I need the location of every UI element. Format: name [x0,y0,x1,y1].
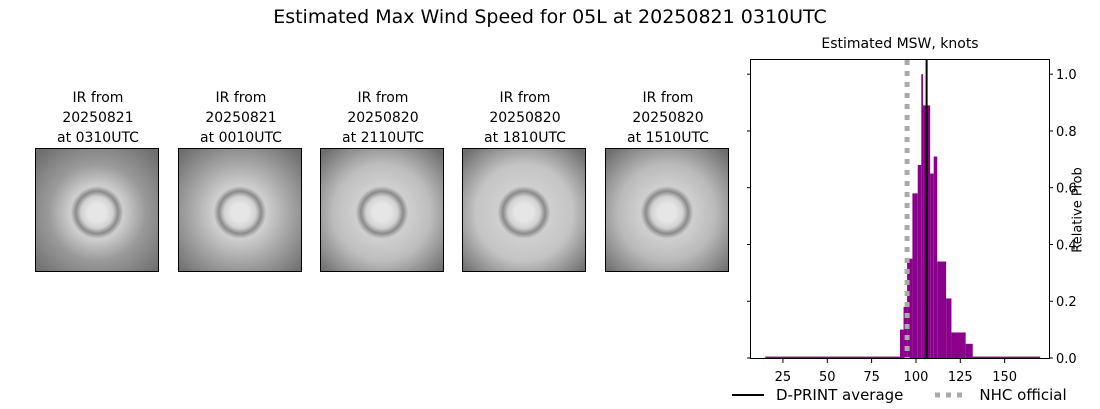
histogram-bar [921,74,924,358]
x-tick-label: 150 [992,370,1017,385]
x-tick-label: 25 [775,370,792,385]
y-axis-label: Relative Prob [1070,167,1086,253]
x-tick-label: 50 [819,370,836,385]
y-tick-label: 0.0 [1056,352,1077,367]
x-tick-label: 125 [948,370,973,385]
ir-panel-label: IR from 20250820 at 1810UTC [484,90,566,146]
chart-title: Estimated MSW, knots [821,36,979,52]
ir-satellite-image [178,148,302,272]
legend-item-dprint: D-PRINT average [730,386,903,404]
legend: D-PRINT average NHC official [730,386,1097,404]
ir-panel: IR from 20250820 at 1510UTC [605,88,731,272]
x-tick-label: 75 [863,370,880,385]
ir-panel: IR from 20250821 at 0310UTC [35,88,161,272]
ir-panel-label: IR from 20250820 at 1510UTC [627,90,709,146]
histogram-bar [933,156,938,358]
ir-panel: IR from 20250821 at 0010UTC [178,88,304,272]
ir-panel-label: IR from 20250821 at 0310UTC [57,90,139,146]
legend-label-dprint: D-PRINT average [776,386,904,404]
legend-item-nhc: NHC official [933,386,1067,404]
ir-satellite-image [462,148,586,272]
x-tick-label: 100 [904,370,929,385]
histogram-bar [907,258,913,358]
ir-panel-label: IR from 20250820 at 2110UTC [342,90,424,146]
histogram-bar [946,298,952,358]
histogram-bar [900,329,904,358]
histogram-bar [903,306,908,358]
histogram-bar [912,193,918,358]
dotted-line-icon [935,392,968,398]
y-tick-label: 1.0 [1056,68,1077,83]
histogram-bar [917,165,922,358]
histogram-bar [765,356,900,358]
histogram-bar [930,173,934,358]
figure-title: Estimated Max Wind Speed for 05L at 2025… [273,6,827,28]
ir-panel: IR from 20250820 at 1810UTC [462,88,588,272]
legend-label-nhc: NHC official [979,386,1067,404]
ir-satellite-image [605,148,729,272]
y-tick-label: 0.8 [1056,125,1077,140]
histogram-bar [937,261,947,358]
histogram-svg [765,60,1041,359]
solid-line-icon [732,394,764,396]
y-tick-label: 0.2 [1056,295,1077,310]
histogram-bar [965,343,973,358]
histogram-bar [972,356,1041,358]
histogram-plot [750,59,1050,359]
ir-satellite-image [320,148,444,272]
ir-panel-label: IR from 20250821 at 0010UTC [200,90,282,146]
histogram-bar [951,332,966,358]
ir-satellite-image [35,148,159,272]
ir-panel: IR from 20250820 at 2110UTC [320,88,446,272]
